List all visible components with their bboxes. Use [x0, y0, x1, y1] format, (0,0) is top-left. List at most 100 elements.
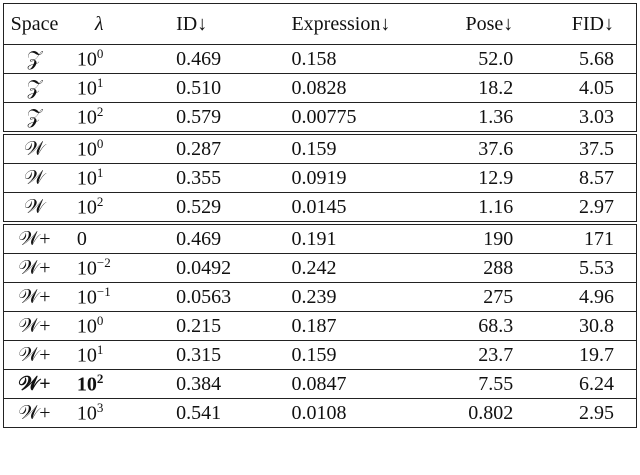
value-cell: 0.0563 — [168, 282, 274, 312]
lambda-exponent: 1 — [96, 75, 104, 91]
space-cell: 𝒲+ — [3, 253, 65, 283]
lambda-exponent: 2 — [96, 194, 104, 210]
table-row: 𝒲+ 103 0.541 0.0108 0.802 2.95 — [3, 398, 637, 428]
value-cell: 37.6 — [423, 133, 534, 164]
value-cell: 0.00775 — [273, 102, 424, 135]
value-cell: 275 — [423, 282, 534, 312]
value-cell: 3.03 — [533, 102, 637, 135]
lambda-base: 10 — [76, 77, 97, 100]
space-cell: 𝒲+ — [3, 311, 65, 341]
value-cell: 0.579 — [168, 102, 274, 135]
value-cell: 52.0 — [423, 44, 534, 74]
space-cell: 𝒲+ — [3, 398, 65, 428]
lambda-cell: 100 — [64, 133, 169, 164]
value-cell: 7.55 — [423, 369, 534, 399]
value-cell: 4.05 — [533, 73, 637, 103]
value-cell: 4.96 — [533, 282, 637, 312]
table-row: 𝒲+ 100 0.215 0.187 68.3 30.8 — [3, 311, 637, 341]
table-row: 𝒵 101 0.510 0.0828 18.2 4.05 — [3, 73, 637, 103]
lambda-cell: 101 — [64, 340, 169, 370]
value-cell: 0.802 — [423, 398, 534, 428]
value-cell: 1.16 — [423, 192, 534, 225]
value-cell: 0.384 — [168, 369, 274, 399]
lambda-base: 10 — [76, 344, 97, 367]
value-cell: 23.7 — [423, 340, 534, 370]
space-cell: 𝒲+ — [3, 223, 65, 254]
table-row: 𝒵 102 0.579 0.00775 1.36 3.03 — [3, 102, 637, 135]
lambda-base: 10 — [76, 257, 97, 280]
lambda-exponent: 2 — [96, 371, 104, 387]
value-cell: 0.0919 — [273, 163, 424, 193]
value-cell: 1.36 — [423, 102, 534, 135]
value-cell: 0.529 — [168, 192, 274, 225]
value-cell: 6.24 — [533, 369, 637, 399]
value-cell: 0.510 — [168, 73, 274, 103]
results-table: Space λ ID↓ Expression↓ Pose↓ FID↓ 𝒵 100 0.469 0… — [3, 3, 637, 428]
table-row: 𝒲+ 102 0.384 0.0847 7.55 6.24 — [3, 369, 637, 399]
value-cell: 18.2 — [423, 73, 534, 103]
space-cell: 𝒵 — [3, 102, 65, 135]
lambda-cell: 100 — [64, 44, 169, 74]
value-cell: 0.541 — [168, 398, 274, 428]
value-cell: 0.0145 — [273, 192, 424, 225]
lambda-base: 10 — [76, 48, 97, 71]
lambda-base: 10 — [76, 167, 97, 190]
lambda-cell: 101 — [64, 163, 169, 193]
lambda-base: 10 — [76, 315, 97, 338]
space-cell: 𝒲 — [3, 133, 65, 164]
value-cell: 5.53 — [533, 253, 637, 283]
value-cell: 30.8 — [533, 311, 637, 341]
value-cell: 12.9 — [423, 163, 534, 193]
value-cell: 0.315 — [168, 340, 274, 370]
value-cell: 0.0828 — [273, 73, 424, 103]
lambda-cell: 103 — [64, 398, 169, 428]
space-cell: 𝒵 — [3, 73, 65, 103]
lambda-cell: 101 — [64, 73, 169, 103]
value-cell: 0.287 — [168, 133, 274, 164]
lambda-base: 10 — [76, 373, 97, 396]
value-cell: 0.215 — [168, 311, 274, 341]
header-cell: Pose↓ — [423, 3, 534, 45]
value-cell: 0.187 — [273, 311, 424, 341]
lambda-exponent: 0 — [96, 136, 104, 152]
space-cell: 𝒲 — [3, 192, 65, 225]
table-row: 𝒲+ 10−1 0.0563 0.239 275 4.96 — [3, 282, 637, 312]
lambda-exponent: 1 — [96, 165, 104, 181]
space-cell: 𝒲+ — [3, 369, 65, 399]
value-cell: 37.5 — [533, 133, 637, 164]
lambda-cell: 0 — [64, 223, 169, 254]
header-cell: FID↓ — [533, 3, 637, 45]
lambda-cell: 100 — [64, 311, 169, 341]
header-cell: Expression↓ — [273, 3, 424, 45]
lambda-base: 10 — [76, 196, 97, 219]
lambda-exponent: −1 — [96, 284, 111, 300]
value-cell: 8.57 — [533, 163, 637, 193]
table-row: 𝒲 101 0.355 0.0919 12.9 8.57 — [3, 163, 637, 193]
lambda-cell: 102 — [64, 102, 169, 135]
value-cell: 0.191 — [273, 223, 424, 254]
lambda-exponent: 1 — [96, 342, 104, 358]
value-cell: 5.68 — [533, 44, 637, 74]
lambda-base: 10 — [76, 402, 97, 425]
value-cell: 0.159 — [273, 340, 424, 370]
lambda-base: 10 — [76, 138, 97, 161]
table-row: 𝒲+ 0 0.469 0.191 190 171 — [3, 223, 637, 254]
value-cell: 2.95 — [533, 398, 637, 428]
value-cell: 0.0108 — [273, 398, 424, 428]
header-cell: λ — [64, 3, 169, 45]
lambda-cell: 102 — [64, 369, 169, 399]
lambda-base: 10 — [76, 286, 97, 309]
space-cell: 𝒲+ — [3, 340, 65, 370]
space-cell: 𝒲 — [3, 163, 65, 193]
lambda-exponent: 0 — [96, 46, 104, 62]
value-cell: 0.0492 — [168, 253, 274, 283]
space-cell: 𝒵 — [3, 44, 65, 74]
lambda-exponent: −2 — [96, 255, 111, 271]
lambda-base: 10 — [76, 106, 97, 129]
value-cell: 0.158 — [273, 44, 424, 74]
lambda-exponent: 2 — [96, 104, 104, 120]
header-cell: Space — [3, 3, 65, 45]
value-cell: 288 — [423, 253, 534, 283]
value-cell: 171 — [533, 223, 637, 254]
